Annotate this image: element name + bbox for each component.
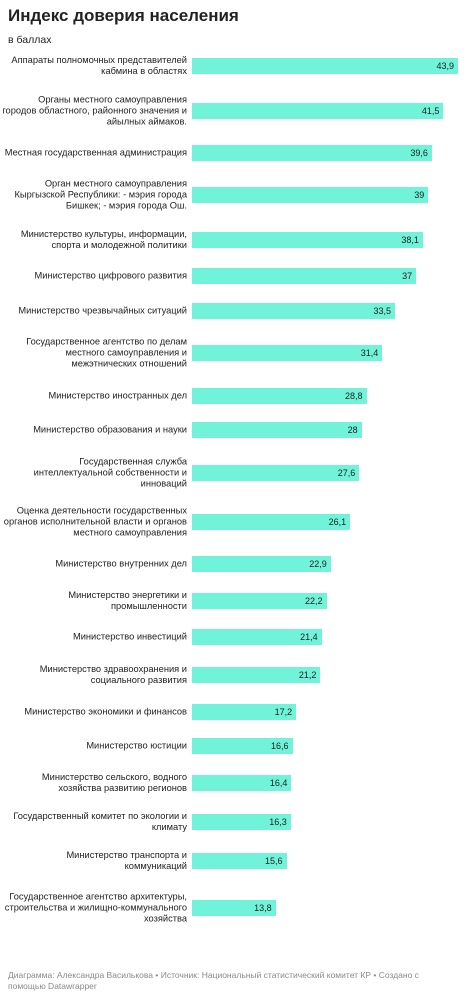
category-label: Министерство образования и науки: [33, 424, 187, 435]
value-label: 15,6: [264, 856, 283, 866]
bar: [192, 775, 292, 791]
bar: [192, 593, 327, 609]
value-label: 22,9: [309, 559, 327, 569]
bar: [192, 268, 417, 284]
value-label: 21,4: [300, 632, 318, 642]
value-label: 43,9: [436, 61, 454, 71]
category-label: Государственное агентство по делам местн…: [26, 336, 187, 369]
bar: [192, 853, 287, 869]
category-label: Государственное агентство архитектуры, с…: [4, 891, 187, 924]
category-label: Аппараты полномочных представителей кабм…: [11, 55, 187, 76]
bar: [192, 704, 297, 720]
bar: [192, 738, 293, 754]
value-label: 33,5: [373, 306, 391, 316]
category-label: Министерство сельского, водного хозяйств…: [41, 772, 187, 793]
chart-title: Индекс доверия населения: [8, 6, 239, 25]
category-label: Министерство транспорта и коммуникаций: [66, 850, 187, 871]
category-label: Министерство цифрового развития: [34, 270, 187, 281]
value-label: 38,1: [401, 235, 419, 245]
bar: [192, 514, 351, 530]
bar: [192, 232, 423, 248]
bar: [192, 900, 276, 916]
bar: [192, 814, 291, 830]
value-label: 28,8: [344, 391, 363, 401]
bar: [192, 667, 321, 683]
bar: [192, 556, 331, 572]
category-label: Министерство культуры, информации, спорт…: [20, 229, 187, 250]
category-label: Государственная служба интеллектуальной …: [33, 456, 187, 489]
value-label: 37: [402, 271, 413, 281]
value-label: 16,3: [269, 817, 287, 827]
category-label: Министерство экономики и финансов: [24, 706, 187, 717]
value-label: 21,2: [298, 670, 317, 680]
value-label: 39: [414, 190, 425, 200]
bar: [192, 388, 367, 404]
bar: [192, 465, 360, 481]
value-label: 41,5: [421, 106, 440, 116]
category-label: Государственный комитет по экологии и кл…: [13, 811, 187, 832]
bar: [192, 145, 432, 161]
category-label: Министерство чрезвычайных ситуаций: [18, 305, 187, 316]
chart-subtitle: в баллах: [8, 34, 52, 46]
bar: [192, 422, 362, 438]
bar: [192, 187, 429, 203]
bar: [192, 103, 444, 119]
value-label: 17,2: [274, 707, 293, 717]
category-label: Министерство инвестиций: [72, 631, 187, 642]
value-label: 39,6: [410, 148, 428, 158]
value-label: 26,1: [328, 517, 347, 527]
category-label: Местная государственная администрация: [4, 147, 187, 158]
value-label: 13,8: [254, 903, 272, 913]
bar: [192, 58, 458, 74]
category-label: Орган местного самоуправления Кыргызской…: [14, 178, 187, 211]
value-label: 22,2: [304, 596, 323, 606]
bar: [192, 303, 395, 319]
value-label: 16,6: [271, 741, 289, 751]
bar: [192, 345, 383, 361]
footer: Диаграмма: Александра Василькова • Источ…: [8, 970, 419, 991]
value-label: 27,6: [337, 468, 356, 478]
category-label: Министерство внутренних дел: [55, 558, 187, 569]
category-label: Органы местного самоуправления городов о…: [2, 94, 187, 127]
category-label: Министерство энергетики и промышленности: [68, 590, 187, 611]
category-label: Оценка деятельности государственных орга…: [3, 505, 187, 538]
value-label: 16,4: [269, 778, 288, 788]
category-label: Министерство здравоохранения и социально…: [39, 664, 187, 685]
category-label: Министерство юстиции: [86, 740, 187, 751]
value-label: 31,4: [360, 348, 379, 358]
bar: [192, 629, 322, 645]
category-label: Министерство иностранных дел: [48, 390, 187, 401]
value-label: 28: [347, 425, 358, 435]
